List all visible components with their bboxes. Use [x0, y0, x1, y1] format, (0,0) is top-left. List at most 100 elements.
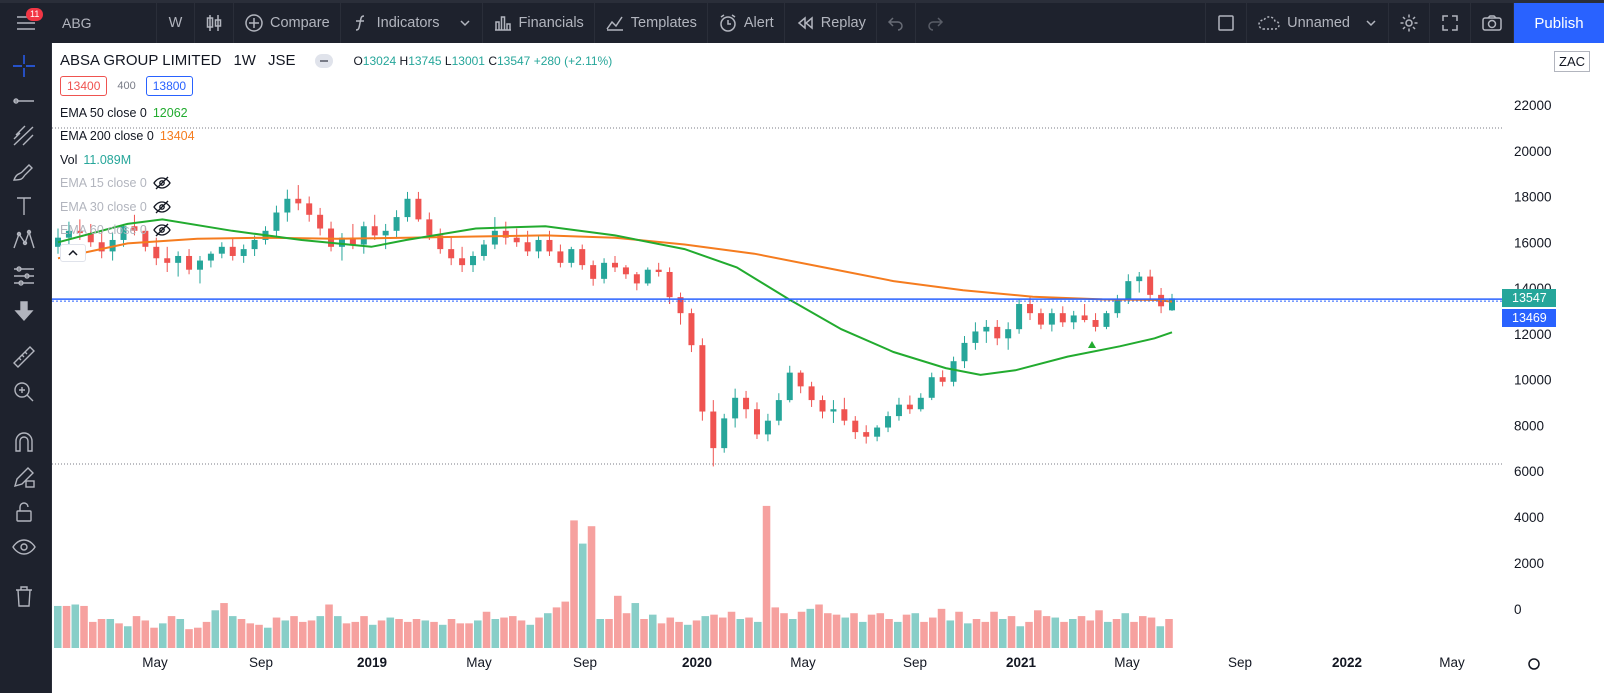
symbol-search[interactable]: ABG — [52, 3, 157, 43]
close-label: C — [488, 53, 497, 68]
volume-bar — [1147, 617, 1156, 648]
indicator-legend-ema30[interactable]: EMA 30 close 0 — [60, 195, 612, 219]
interval-button[interactable]: W — [157, 3, 195, 43]
crosshair-tool[interactable] — [9, 51, 39, 81]
fib-tool[interactable] — [9, 121, 39, 151]
price-chart[interactable]: 2200020000180001600014000120001000080006… — [52, 43, 1604, 693]
candle-body — [229, 246, 236, 256]
measure-tool[interactable] — [9, 342, 39, 372]
replay-button[interactable]: Replay — [785, 3, 877, 43]
candle-body — [459, 258, 466, 266]
camera-icon — [1482, 15, 1502, 31]
volume-bar — [780, 613, 788, 648]
templates-label: Templates — [630, 15, 697, 31]
candle-body — [207, 253, 214, 261]
indicator-value: 13404 — [159, 129, 195, 144]
indicator-legend-ema15[interactable]: EMA 15 close 0 — [60, 172, 612, 196]
pattern-tool[interactable] — [9, 226, 39, 256]
publish-button[interactable]: Publish — [1514, 3, 1604, 43]
chart-pane[interactable]: 2200020000180001600014000120001000080006… — [52, 43, 1604, 693]
stay-drawing-tool[interactable] — [9, 462, 39, 492]
financials-button[interactable]: Financials — [483, 3, 595, 43]
more-tools[interactable] — [9, 296, 39, 326]
legend-toggle-button[interactable] — [60, 244, 86, 262]
main-menu-button[interactable]: 11 — [0, 3, 52, 43]
magnet-tool[interactable] — [9, 427, 39, 457]
volume-bar — [150, 627, 158, 648]
x-tick-label: Sep — [903, 655, 927, 670]
change-value: +280 (+2.11%) — [533, 53, 613, 68]
indicator-legend-ema200[interactable]: EMA 200 close 0 13404 — [60, 125, 612, 149]
volume-bar — [342, 623, 351, 648]
layout-name-button[interactable]: Unnamed — [1247, 3, 1389, 43]
volume-bar — [97, 619, 106, 648]
candle-body — [830, 409, 837, 412]
volume-bar — [675, 621, 683, 648]
zoom-tool[interactable] — [9, 377, 39, 407]
legend-collapse-button[interactable] — [315, 53, 334, 68]
redo-button[interactable] — [916, 3, 954, 43]
volume-bar — [1034, 610, 1042, 648]
volume-bar — [894, 621, 902, 648]
currency-label[interactable]: ZAC — [1554, 51, 1590, 72]
settings-button[interactable] — [1389, 3, 1430, 43]
indicators-button[interactable]: Indicators — [341, 3, 483, 43]
volume-bar — [264, 627, 272, 648]
select-layout-button[interactable] — [1205, 3, 1248, 43]
candle-body — [590, 265, 597, 279]
candle-body — [480, 244, 487, 256]
chevron-up-icon — [68, 249, 78, 256]
volume-bar — [902, 614, 911, 648]
snapshot-button[interactable] — [1471, 3, 1514, 43]
candle-body — [666, 271, 673, 298]
volume-bar — [71, 604, 80, 648]
candle-body — [328, 228, 335, 247]
trend-line-tool[interactable] — [9, 86, 39, 116]
sell-button[interactable]: 13400 — [60, 75, 108, 96]
volume-bar — [850, 613, 858, 648]
volume-bar — [754, 621, 762, 648]
brush-tool[interactable] — [9, 156, 39, 186]
open-label: O — [353, 53, 363, 68]
lock-drawings-tool[interactable] — [9, 497, 39, 527]
volume-bar — [211, 610, 220, 648]
high-label: H — [399, 53, 409, 68]
buy-button[interactable]: 13800 — [145, 75, 194, 96]
candle-body — [1037, 313, 1044, 325]
indicator-legend-ema50[interactable]: EMA 50 close 0 12062 — [60, 101, 612, 125]
hide-drawings-tool[interactable] — [9, 532, 39, 562]
candle-body — [732, 397, 739, 419]
volume-bar — [614, 595, 622, 648]
indicator-legend-volume[interactable]: Vol 11.089M — [60, 148, 612, 172]
eye-crossed-icon[interactable] — [153, 200, 171, 214]
chevron-down-icon[interactable] — [458, 16, 472, 30]
eye-crossed-icon[interactable] — [153, 223, 171, 237]
candle-body — [65, 230, 72, 238]
indicator-legend-ema60[interactable]: EMA 60 close 0 — [60, 219, 612, 243]
candle-body — [688, 313, 695, 346]
compare-button[interactable]: Compare — [234, 3, 341, 43]
volume-bar — [832, 614, 841, 648]
candle-body — [1081, 315, 1088, 321]
text-tool[interactable] — [9, 191, 39, 221]
undo-button[interactable] — [877, 3, 916, 43]
volume-bar — [246, 623, 255, 648]
templates-button[interactable]: Templates — [595, 3, 708, 43]
eye-crossed-icon[interactable] — [153, 176, 171, 190]
text-icon — [17, 197, 31, 215]
candle-body — [557, 251, 564, 263]
remove-drawings-tool[interactable] — [9, 581, 39, 611]
volume-bar — [640, 619, 648, 648]
alert-button[interactable]: Alert — [708, 3, 785, 43]
volume-bar — [412, 619, 421, 648]
volume-bar — [745, 617, 753, 648]
square-icon — [1218, 15, 1234, 31]
volume-bar — [1156, 626, 1165, 648]
replay-label: Replay — [820, 15, 866, 31]
chart-type-button[interactable] — [195, 3, 234, 43]
volume-bar — [937, 608, 946, 648]
prediction-tool[interactable] — [9, 261, 39, 291]
indicator-name: EMA 30 close 0 — [60, 199, 147, 214]
fullscreen-button[interactable] — [1430, 3, 1471, 43]
